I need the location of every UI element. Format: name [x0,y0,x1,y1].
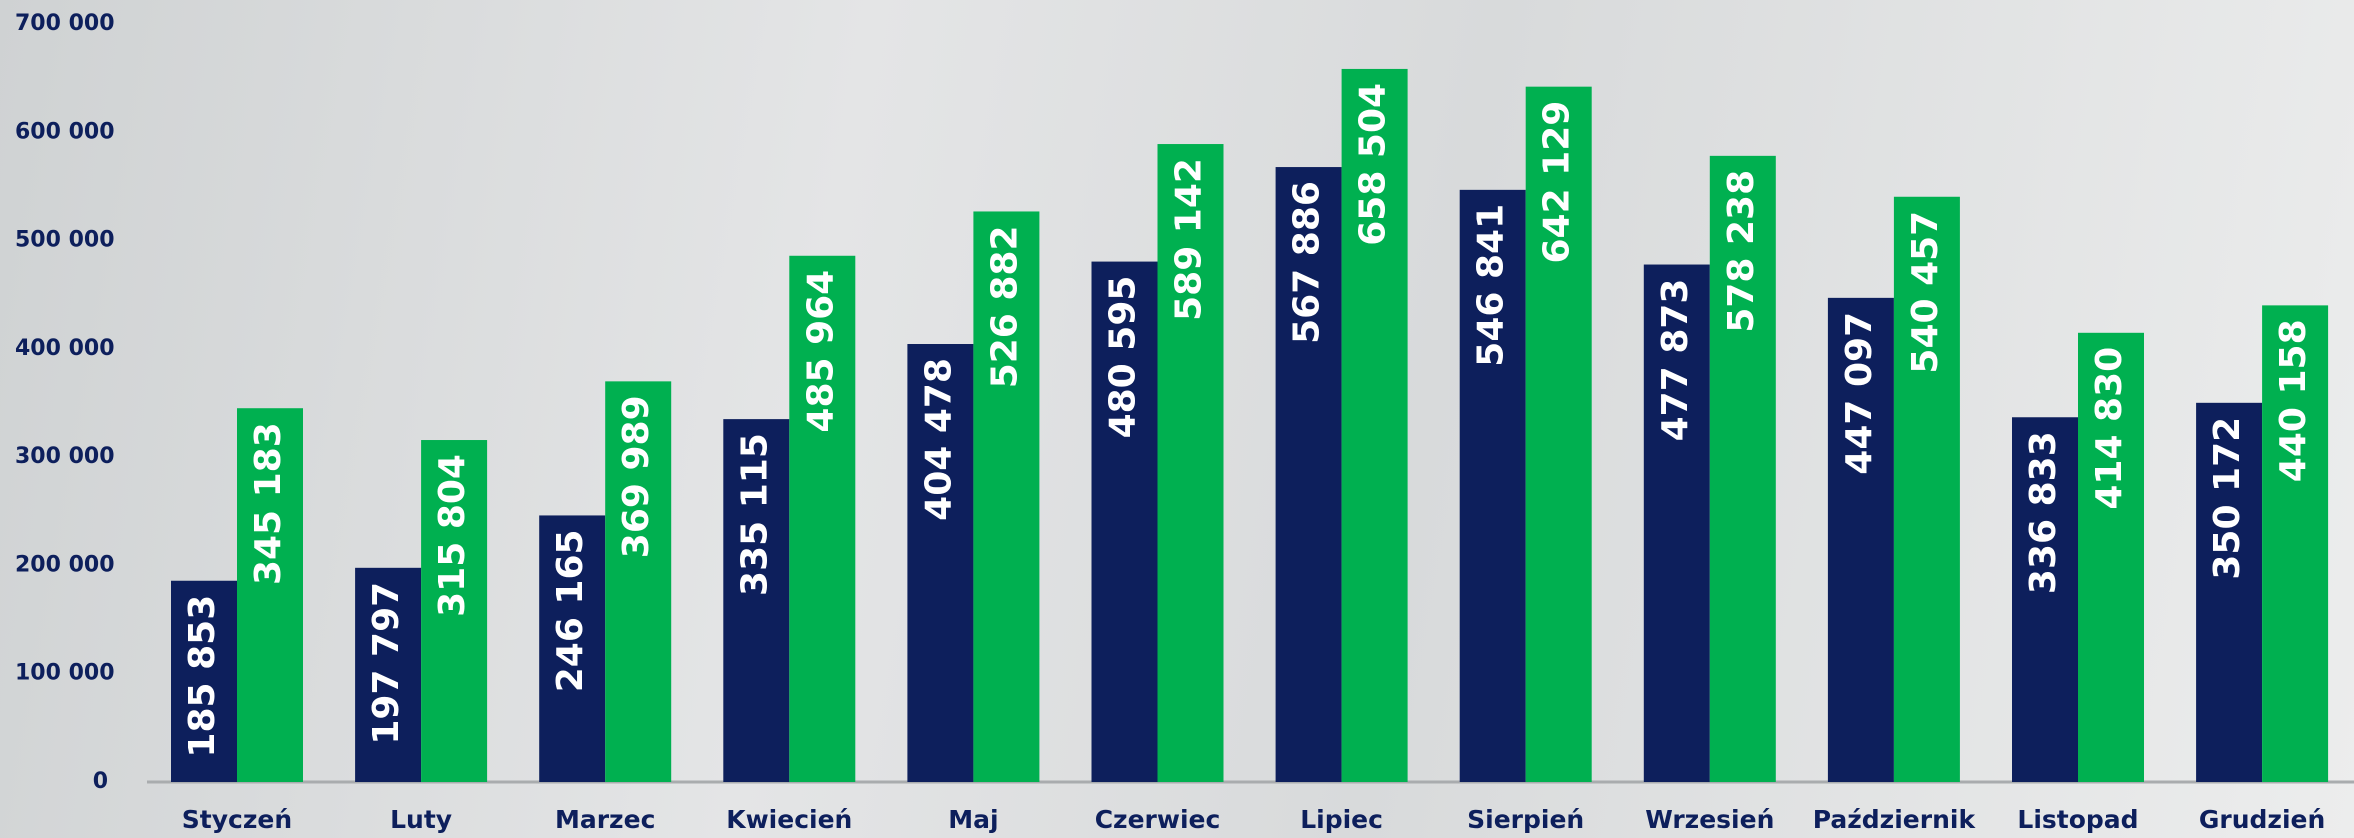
x-tick-label: Czerwiec [1095,805,1221,834]
value-label: 578 238 [1721,170,1762,333]
value-label: 246 165 [550,529,591,692]
y-tick-label: 500 000 [15,228,115,253]
value-label: 440 158 [2273,319,2314,482]
x-tick-label: Maj [948,805,998,834]
value-label: 526 882 [984,225,1025,388]
value-label: 414 830 [2089,347,2130,510]
x-tick-label: Luty [390,805,452,834]
value-label: 315 804 [432,454,473,617]
value-label: 480 595 [1103,276,1144,439]
y-tick-label: 100 000 [15,661,115,686]
value-label: 589 142 [1169,158,1210,321]
value-label: 350 172 [2207,417,2248,580]
x-tick-label: Lipiec [1300,805,1383,834]
value-label: 546 841 [1471,204,1512,367]
value-label: 404 478 [918,358,959,521]
x-tick-label: Sierpień [1467,805,1584,834]
value-label: 567 886 [1287,181,1328,344]
value-label: 485 964 [800,270,841,433]
value-label: 447 097 [1839,312,1880,475]
x-tick-label: Marzec [555,805,655,834]
value-label: 369 989 [616,395,657,558]
x-tick-label: Grudzień [2199,805,2325,834]
value-label: 345 183 [248,422,289,585]
value-label: 477 873 [1655,279,1696,442]
y-tick-label: 200 000 [15,552,115,577]
value-label: 336 833 [2023,431,2064,594]
x-tick-label: Styczeń [182,805,292,834]
y-tick-label: 0 [93,769,108,794]
x-tick-label: Kwiecień [726,805,852,834]
chart: 0 100 000 200 000 300 000 400 000 500 000 600 … [0,0,2354,838]
x-tick-label: Październik [1813,805,1977,834]
value-label: 197 797 [366,582,407,745]
value-label: 642 129 [1537,101,1578,264]
value-label: 540 457 [1905,211,1946,374]
y-tick-label: 300 000 [15,444,115,469]
x-tick-label: Listopad [2017,805,2138,834]
value-label: 335 115 [734,433,775,596]
x-tick-label: Wrzesień [1645,805,1774,834]
y-tick-label: 600 000 [15,119,115,144]
value-label: 185 853 [182,595,223,758]
y-tick-label: 400 000 [15,336,115,361]
y-tick-label: 700 000 [15,11,115,36]
value-label: 658 504 [1353,83,1394,246]
